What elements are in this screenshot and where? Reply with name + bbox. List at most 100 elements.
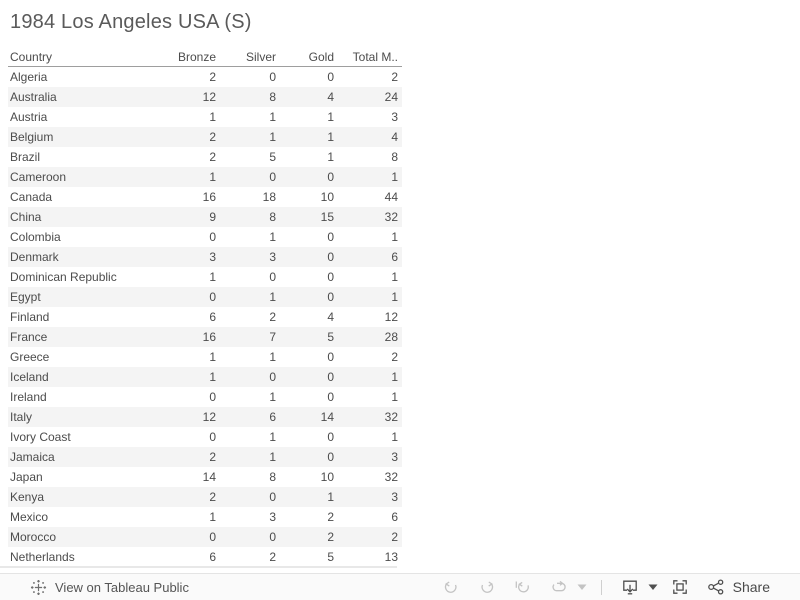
country-cell[interactable]: Denmark bbox=[8, 247, 160, 267]
download-caret-button[interactable] bbox=[648, 576, 658, 598]
country-cell[interactable]: Japan bbox=[10, 470, 43, 484]
table-row[interactable]: Cameroon 1 0 0 1 bbox=[8, 167, 402, 187]
table-row[interactable]: China 9 8 15 32 bbox=[8, 207, 402, 227]
column-header-silver[interactable]: Silver bbox=[222, 48, 282, 67]
table-row[interactable]: Brazil 2 5 1 8 bbox=[8, 147, 402, 167]
country-cell[interactable]: Netherlands bbox=[10, 550, 75, 564]
table-row[interactable]: Denmark 3 3 0 6 bbox=[8, 247, 402, 267]
medal-count-cell[interactable]: 0 bbox=[209, 390, 216, 404]
medal-count-cell[interactable]: 10 bbox=[320, 470, 334, 484]
table-row[interactable]: Australia 12 8 4 24 bbox=[8, 87, 402, 107]
country-cell[interactable]: Brazil bbox=[10, 150, 41, 164]
undo-button[interactable] bbox=[441, 576, 461, 598]
medal-count-cell[interactable]: 2 bbox=[391, 70, 398, 84]
table-row[interactable]: Egypt 0 1 0 1 bbox=[8, 287, 402, 307]
medal-count-cell[interactable]: 12 bbox=[160, 87, 222, 107]
table-row[interactable]: Dominican Republic 1 0 0 1 bbox=[8, 267, 402, 287]
medal-count-cell[interactable]: 0 bbox=[209, 430, 216, 444]
medal-count-cell[interactable]: 4 bbox=[340, 127, 402, 147]
medal-count-cell[interactable]: 14 bbox=[282, 407, 340, 427]
country-cell[interactable]: Morocco bbox=[8, 527, 160, 547]
country-cell[interactable]: Austria bbox=[10, 110, 48, 124]
country-cell[interactable]: France bbox=[8, 327, 160, 347]
table-row[interactable]: Ivory Coast 0 1 0 1 bbox=[8, 427, 402, 447]
medal-count-cell[interactable]: 1 bbox=[222, 127, 282, 147]
medal-count-cell[interactable]: 1 bbox=[269, 350, 276, 364]
medal-count-cell[interactable]: 4 bbox=[282, 87, 340, 107]
medal-count-cell[interactable]: 1 bbox=[222, 447, 282, 467]
medal-count-cell[interactable]: 8 bbox=[269, 470, 276, 484]
medal-count-cell[interactable]: 3 bbox=[222, 247, 282, 267]
country-cell[interactable]: Mexico bbox=[10, 510, 49, 524]
table-row[interactable]: Finland 6 2 4 12 bbox=[8, 307, 402, 327]
medal-count-cell[interactable]: 0 bbox=[209, 230, 216, 244]
medal-count-cell[interactable]: 28 bbox=[340, 327, 402, 347]
medal-count-cell[interactable]: 8 bbox=[222, 87, 282, 107]
table-row[interactable]: Morocco 0 0 2 2 bbox=[8, 527, 402, 547]
medal-count-cell[interactable]: 5 bbox=[269, 150, 276, 164]
medal-count-cell[interactable]: 0 bbox=[222, 167, 282, 187]
table-row[interactable]: Netherlands 6 2 5 13 bbox=[8, 547, 402, 567]
replay-button[interactable] bbox=[513, 576, 533, 598]
table-row[interactable]: Austria 1 1 1 3 bbox=[8, 107, 402, 127]
country-cell[interactable]: Algeria bbox=[10, 70, 48, 84]
medal-count-cell[interactable]: 0 bbox=[282, 287, 340, 307]
medal-count-cell[interactable]: 0 bbox=[282, 447, 340, 467]
medal-count-cell[interactable]: 2 bbox=[282, 527, 340, 547]
medal-count-cell[interactable]: 1 bbox=[160, 367, 222, 387]
share-button[interactable]: Share bbox=[706, 576, 770, 598]
medal-count-cell[interactable]: 1 bbox=[327, 110, 334, 124]
medal-count-cell[interactable]: 6 bbox=[222, 407, 282, 427]
table-row[interactable]: Jamaica 2 1 0 3 bbox=[8, 447, 402, 467]
medal-count-cell[interactable]: 2 bbox=[209, 70, 216, 84]
medal-count-cell[interactable]: 1 bbox=[269, 430, 276, 444]
medal-count-cell[interactable]: 0 bbox=[327, 390, 334, 404]
table-row[interactable]: Kenya 2 0 1 3 bbox=[8, 487, 402, 507]
medal-count-cell[interactable]: 2 bbox=[160, 487, 222, 507]
fullscreen-button[interactable] bbox=[670, 576, 690, 598]
medal-count-cell[interactable]: 3 bbox=[269, 510, 276, 524]
medal-count-cell[interactable]: 0 bbox=[269, 270, 276, 284]
medal-count-cell[interactable]: 5 bbox=[327, 550, 334, 564]
medal-count-cell[interactable]: 32 bbox=[340, 207, 402, 227]
column-header-gold[interactable]: Gold bbox=[282, 48, 340, 67]
medal-count-cell[interactable]: 3 bbox=[340, 487, 402, 507]
medal-count-cell[interactable]: 0 bbox=[327, 350, 334, 364]
table-row[interactable]: Belgium 2 1 1 4 bbox=[8, 127, 402, 147]
medal-count-cell[interactable]: 2 bbox=[327, 510, 334, 524]
table-row[interactable]: Japan 14 8 10 32 bbox=[8, 467, 402, 487]
medal-count-cell[interactable]: 18 bbox=[262, 190, 276, 204]
medal-count-cell[interactable]: 9 bbox=[160, 207, 222, 227]
medal-count-cell[interactable]: 0 bbox=[327, 230, 334, 244]
medal-count-cell[interactable]: 0 bbox=[222, 367, 282, 387]
medal-count-cell[interactable]: 1 bbox=[391, 430, 398, 444]
medal-count-cell[interactable]: 10 bbox=[320, 190, 334, 204]
medal-count-cell[interactable]: 0 bbox=[222, 527, 282, 547]
table-row[interactable]: Iceland 1 0 0 1 bbox=[8, 367, 402, 387]
medal-count-cell[interactable]: 5 bbox=[282, 327, 340, 347]
country-cell[interactable]: Colombia bbox=[10, 230, 61, 244]
medal-count-cell[interactable]: 0 bbox=[282, 247, 340, 267]
medal-count-cell[interactable]: 2 bbox=[340, 527, 402, 547]
country-cell[interactable]: Dominican Republic bbox=[10, 270, 117, 284]
medal-count-cell[interactable]: 2 bbox=[391, 350, 398, 364]
medal-count-cell[interactable]: 14 bbox=[202, 470, 216, 484]
medal-count-cell[interactable]: 1 bbox=[282, 487, 340, 507]
medal-count-cell[interactable]: 6 bbox=[391, 510, 398, 524]
medal-count-cell[interactable]: 1 bbox=[282, 127, 340, 147]
table-row[interactable]: Greece 1 1 0 2 bbox=[8, 347, 402, 367]
table-row[interactable]: Algeria 2 0 0 2 bbox=[8, 67, 402, 88]
medal-count-cell[interactable]: 1 bbox=[340, 367, 402, 387]
medal-count-cell[interactable]: 4 bbox=[327, 310, 334, 324]
medal-count-cell[interactable]: 6 bbox=[209, 550, 216, 564]
download-button[interactable] bbox=[620, 576, 640, 598]
medal-count-cell[interactable]: 1 bbox=[209, 110, 216, 124]
view-on-tableau-public-link[interactable]: View on Tableau Public bbox=[30, 579, 189, 596]
medal-count-cell[interactable]: 2 bbox=[209, 150, 216, 164]
medal-count-cell[interactable]: 1 bbox=[160, 167, 222, 187]
medal-count-cell[interactable]: 1 bbox=[269, 110, 276, 124]
medal-count-cell[interactable]: 0 bbox=[269, 70, 276, 84]
medal-count-cell[interactable]: 6 bbox=[340, 247, 402, 267]
redo-button[interactable] bbox=[477, 576, 497, 598]
medal-count-cell[interactable]: 1 bbox=[222, 287, 282, 307]
